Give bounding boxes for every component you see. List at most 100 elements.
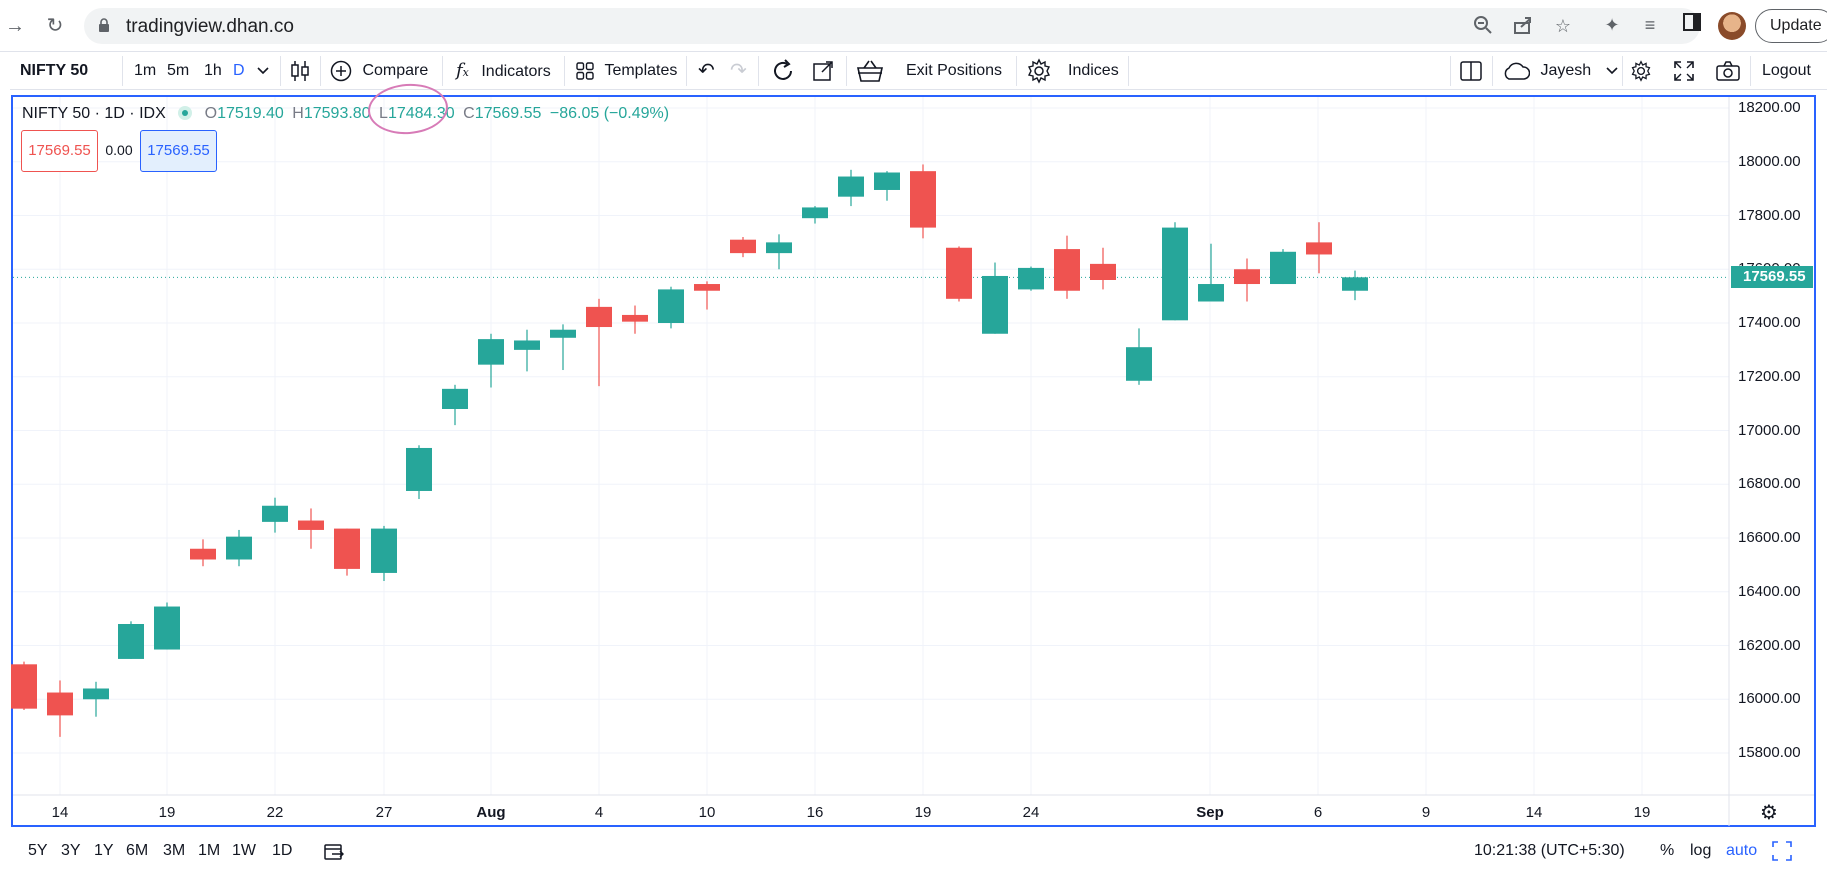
range-1y[interactable]: 1Y — [94, 842, 114, 859]
divider — [442, 56, 443, 86]
interval-1h[interactable]: 1h — [204, 62, 222, 79]
time-tick-label: 14 — [1525, 804, 1543, 821]
update-button[interactable]: Update — [1755, 9, 1827, 43]
time-tick-label: 6 — [1313, 804, 1323, 821]
user-menu[interactable]: Jayesh — [1502, 52, 1618, 90]
price-tick-label: 17400.00 — [1738, 314, 1801, 331]
candle-body-up — [154, 606, 180, 650]
undo-icon[interactable]: ↶ — [698, 60, 715, 82]
close-value: 17569.55 — [474, 105, 542, 122]
indicators-label: Indicators — [481, 63, 551, 80]
time-tick-label: 24 — [1022, 804, 1040, 821]
extensions-icon[interactable]: ✦ — [1604, 15, 1620, 35]
chart-toolbar: NIFTY 50 1m 5m 1h D Compare fx Indicator… — [10, 52, 1827, 90]
price-tick-label: 18200.00 — [1738, 99, 1801, 116]
chart-settings-icon[interactable]: ⚙ — [1760, 802, 1778, 824]
percent-toggle[interactable]: % — [1660, 842, 1675, 859]
clock-time[interactable]: 10:21:38 (UTC+5:30) — [1474, 842, 1625, 859]
candle-body-up — [550, 329, 576, 338]
divider — [122, 56, 123, 86]
url-text: tradingview.dhan.co — [126, 16, 294, 37]
user-name: Jayesh — [1540, 62, 1592, 79]
low-value: 17484.30 — [387, 105, 455, 122]
candle-body-up — [874, 172, 900, 190]
zoom-icon[interactable] — [1472, 15, 1494, 37]
divider — [1128, 56, 1129, 86]
range-1m[interactable]: 1M — [198, 842, 221, 859]
goto-date-icon[interactable] — [324, 834, 344, 868]
fullscreen-icon[interactable] — [1772, 834, 1792, 868]
price-tick-label: 17800.00 — [1738, 206, 1801, 224]
spread-value: 0.00 — [105, 142, 133, 158]
candle-body-down — [730, 239, 756, 254]
range-1w[interactable]: 1W — [232, 842, 256, 859]
candle-body-down — [334, 528, 360, 569]
side-panel-icon[interactable] — [1680, 13, 1704, 37]
candle-body-down — [1090, 263, 1116, 280]
interval-1m[interactable]: 1m — [134, 62, 157, 79]
share-icon[interactable] — [1512, 15, 1534, 37]
address-bar[interactable]: tradingview.dhan.co ☆ — [84, 8, 1700, 44]
range-5y[interactable]: 5Y — [28, 842, 48, 859]
candle-body-up — [118, 624, 144, 659]
logout-button[interactable]: Logout — [1762, 62, 1811, 79]
fullscreen-icon[interactable] — [1674, 52, 1694, 90]
camera-icon[interactable] — [1716, 52, 1740, 90]
chart-pane[interactable] — [11, 95, 1816, 827]
candle-body-up — [1162, 227, 1188, 321]
bookmark-star-icon[interactable]: ☆ — [1554, 16, 1572, 36]
redo-icon[interactable]: ↷ — [730, 60, 747, 82]
symbol-search[interactable]: NIFTY 50 — [20, 62, 89, 79]
price-tick-label: 15800.00 — [1738, 744, 1801, 761]
last-price-label: 17569.55 — [1731, 266, 1813, 289]
gear-icon[interactable] — [1026, 52, 1052, 90]
interval-d[interactable]: D — [233, 62, 245, 79]
candle-body-down — [47, 692, 73, 716]
time-tick-label: 10 — [698, 804, 716, 821]
price-tick-label: 16800.00 — [1738, 475, 1801, 493]
reload-icon[interactable]: ↻ — [46, 15, 64, 37]
change-value: −86.05 (−0.49%) — [549, 105, 670, 122]
forward-icon[interactable]: → — [5, 15, 25, 37]
auto-toggle[interactable]: auto — [1726, 842, 1758, 859]
divider — [320, 56, 321, 86]
interval-5m[interactable]: 5m — [167, 62, 190, 79]
popout-icon[interactable] — [812, 52, 834, 90]
compare-button[interactable]: Compare — [330, 52, 428, 90]
range-6m[interactable]: 6M — [126, 842, 149, 859]
templates-button[interactable]: Templates — [576, 52, 677, 90]
lock-icon — [99, 18, 109, 32]
candles-icon[interactable] — [290, 52, 310, 90]
candle-body-down — [910, 171, 936, 228]
candle-body-up — [658, 289, 684, 323]
range-3m[interactable]: 3M — [163, 842, 186, 859]
sell-button[interactable]: 17569.55 — [21, 130, 98, 172]
buy-button[interactable]: 17569.55 — [140, 130, 217, 172]
open-value: 17519.40 — [217, 105, 284, 122]
plus-circle-icon — [330, 60, 352, 82]
candle-body-down — [298, 520, 324, 530]
chevron-down-icon[interactable] — [257, 52, 269, 90]
candle-body-down — [1234, 269, 1260, 285]
indices-button[interactable]: Indices — [1068, 62, 1119, 79]
avatar[interactable] — [1718, 12, 1746, 40]
time-tick-label: 16 — [806, 804, 824, 821]
candle-body-up — [442, 388, 468, 409]
divider — [686, 56, 687, 86]
indicators-button[interactable]: fx Indicators — [456, 52, 551, 90]
candle-body-up — [838, 176, 864, 197]
time-tick-label: 4 — [594, 804, 604, 821]
divider — [564, 56, 565, 86]
range-1d[interactable]: 1D — [272, 842, 293, 859]
candle-body-up — [1198, 284, 1224, 302]
exit-positions-button[interactable]: Exit Positions — [906, 62, 1003, 79]
range-3y[interactable]: 3Y — [61, 842, 81, 859]
layout-icon[interactable] — [1460, 52, 1482, 90]
basket-icon[interactable] — [856, 52, 884, 90]
candle-body-up — [371, 528, 397, 573]
refresh-icon[interactable] — [770, 52, 796, 90]
settings-icon[interactable] — [1630, 52, 1652, 90]
media-icon[interactable]: ≡ — [1644, 15, 1656, 35]
log-toggle[interactable]: log — [1690, 842, 1712, 859]
